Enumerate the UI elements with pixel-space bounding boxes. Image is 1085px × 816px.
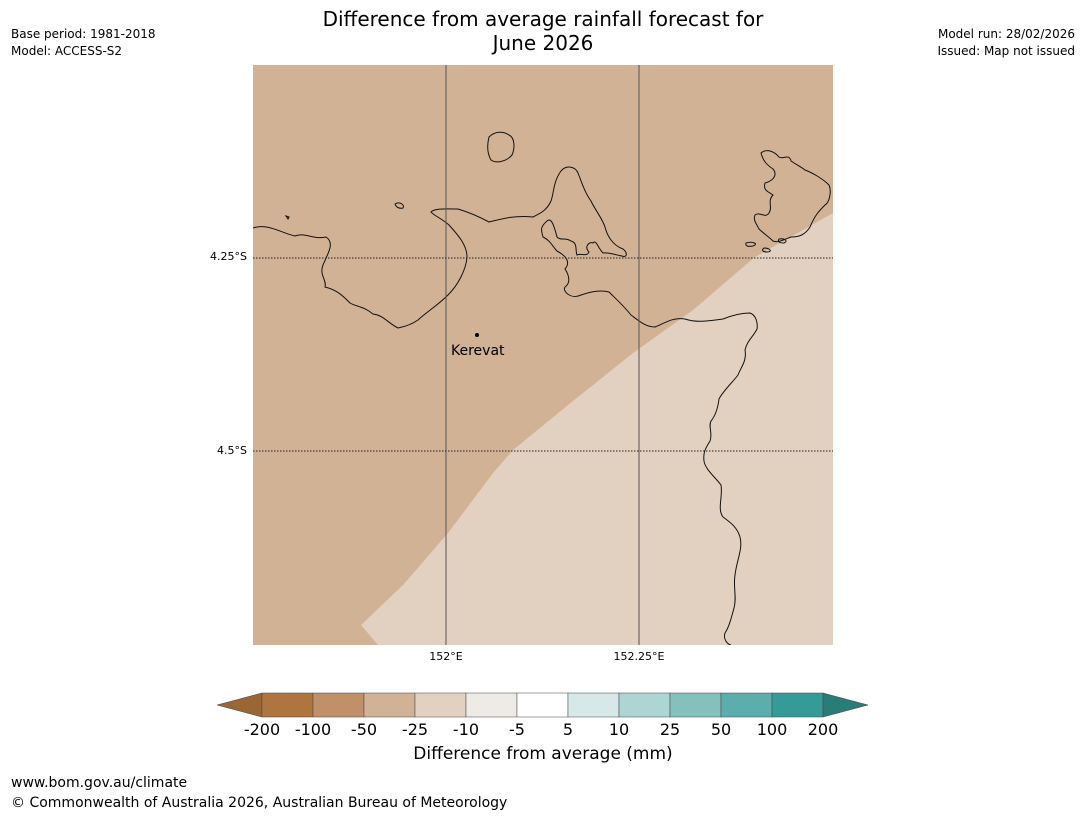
- issued-status: Issued: Map not issued: [937, 44, 1075, 58]
- colorbar-swatches: [216, 692, 869, 718]
- map-canvas: Kerevat: [253, 65, 833, 645]
- coastline-islet-west: [394, 202, 404, 209]
- colorbar-tick-label: -25: [401, 720, 429, 739]
- colorbar-segment: [720, 692, 773, 718]
- lat-label-4.25s: 4.25°S: [210, 250, 247, 263]
- colorbar-segments: [261, 692, 824, 718]
- colorbar-tick-label: 25: [659, 720, 681, 739]
- colorbar-segment: [669, 692, 722, 718]
- title-line-2: June 2026: [492, 31, 594, 55]
- kerevat-marker[interactable]: [475, 333, 479, 337]
- region-slightly-drier-band: [361, 213, 833, 645]
- parallels: [253, 257, 833, 452]
- coastline-islet-east-2: [762, 247, 771, 253]
- forecast-map[interactable]: Kerevat: [253, 65, 833, 645]
- coastline-islet-east-3: [777, 238, 787, 244]
- colorbar-tick-label: -50: [350, 720, 378, 739]
- colorbar-segment: [567, 692, 620, 718]
- base-period: Base period: 1981-2018: [11, 27, 156, 41]
- lon-label-152e: 152°E: [429, 650, 463, 663]
- lat-label-4.5s: 4.5°S: [217, 444, 247, 457]
- colorbar-segment: [465, 692, 518, 718]
- footer-copyright: © Commonwealth of Australia 2026, Austra…: [11, 795, 508, 811]
- coastline-gazelle-peninsula: [253, 166, 758, 645]
- colorbar-segment: [771, 692, 824, 718]
- model-info: Base period: 1981-2018 Model: ACCESS-S2: [11, 26, 156, 60]
- title-line-1: Difference from average rainfall forecas…: [322, 7, 764, 31]
- colorbar-tick-label: -100: [294, 720, 332, 739]
- coastlines: [253, 131, 831, 645]
- colorbar-tick-label: 10: [608, 720, 630, 739]
- colorbar-segment: [618, 692, 671, 718]
- lon-label-152.25e: 152.25°E: [613, 650, 665, 663]
- colorbar-tick-label: 200: [807, 720, 839, 739]
- colorbar-tick-label: -200: [243, 720, 281, 739]
- run-info: Model run: 28/02/2026 Issued: Map not is…: [937, 26, 1075, 60]
- colorbar-segment: [363, 692, 416, 718]
- footer-url: www.bom.gov.au/climate: [11, 775, 188, 791]
- coastline-islet-north: [487, 131, 515, 163]
- colorbar-tick-label: 50: [710, 720, 732, 739]
- colorbar-extend-low: [216, 692, 263, 718]
- kerevat-label: Kerevat: [451, 343, 505, 359]
- colorbar-tick-label: -10: [452, 720, 480, 739]
- colorbar-tick-label: 5: [562, 720, 574, 739]
- coastline-islet-small: [284, 215, 290, 220]
- colorbar-tick-label: 100: [756, 720, 788, 739]
- map-title: Difference from average rainfall forecas…: [243, 7, 843, 55]
- colorbar-segment: [312, 692, 365, 718]
- model-run: Model run: 28/02/2026: [937, 27, 1075, 41]
- coastline-islet-east-1: [745, 241, 756, 247]
- colorbar-segment: [261, 692, 314, 718]
- meridians: [445, 65, 640, 645]
- colorbar-label: Difference from average (mm): [413, 744, 673, 764]
- colorbar-extend-high: [822, 692, 869, 718]
- model-name: Model: ACCESS-S2: [11, 44, 123, 58]
- coastline-duke-of-york: [753, 150, 831, 243]
- colorbar-segment: [516, 692, 569, 718]
- colorbar-segment: [414, 692, 467, 718]
- colorbar-tick-label: -5: [509, 720, 525, 739]
